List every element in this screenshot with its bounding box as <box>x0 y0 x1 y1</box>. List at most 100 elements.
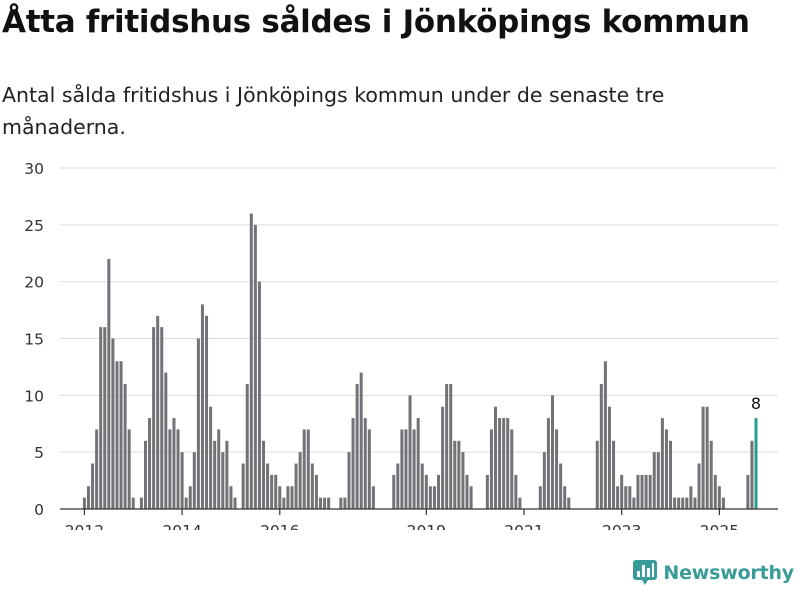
bar <box>559 463 563 509</box>
bar <box>616 486 620 509</box>
bar <box>428 486 432 509</box>
bar <box>253 224 257 509</box>
bar <box>196 338 200 509</box>
bar <box>274 474 278 509</box>
bar <box>262 440 266 509</box>
bar <box>408 395 412 509</box>
bar <box>518 497 522 509</box>
bar <box>502 418 506 509</box>
bar <box>123 383 127 509</box>
bar <box>95 429 99 509</box>
x-tick-label: 2016 <box>260 522 299 530</box>
bar <box>595 440 599 509</box>
bar <box>424 474 428 509</box>
bar <box>542 452 546 509</box>
bar <box>624 486 628 509</box>
bar <box>693 497 697 509</box>
annotations: 8 <box>751 394 761 413</box>
chart-title: Åtta fritidshus såldes i Jönköpings komm… <box>2 4 750 40</box>
bar <box>420 463 424 509</box>
bar <box>152 327 156 509</box>
bar <box>278 486 282 509</box>
bar <box>445 383 449 509</box>
bar <box>404 429 408 509</box>
bar <box>266 463 270 509</box>
bar <box>306 429 310 509</box>
bar <box>233 497 237 509</box>
bar <box>164 372 168 509</box>
bar <box>241 463 245 509</box>
y-tick-label: 10 <box>24 387 44 405</box>
bar <box>681 497 685 509</box>
bar <box>257 281 261 509</box>
bar <box>685 497 689 509</box>
bar <box>205 315 209 509</box>
bar <box>245 383 249 509</box>
bar <box>607 406 611 509</box>
bar <box>310 463 314 509</box>
bar <box>437 474 441 509</box>
latest-value-label: 8 <box>751 394 761 413</box>
bar <box>457 440 461 509</box>
bar <box>148 418 152 509</box>
bar <box>249 213 253 509</box>
bar <box>705 406 709 509</box>
bar <box>318 497 322 509</box>
bar <box>229 486 233 509</box>
bar <box>441 406 445 509</box>
bar <box>632 497 636 509</box>
bar <box>209 406 213 509</box>
bar <box>290 486 294 509</box>
bar <box>656 452 660 509</box>
bar <box>493 406 498 509</box>
bar <box>119 361 123 509</box>
bar <box>677 497 681 509</box>
bar <box>697 463 701 509</box>
bar <box>453 440 457 509</box>
bar <box>371 486 375 509</box>
bar <box>86 486 90 509</box>
bar <box>713 474 717 509</box>
bar <box>664 429 668 509</box>
y-tick-label: 20 <box>24 274 44 292</box>
x-tick-label: 2023 <box>602 522 641 530</box>
bar <box>107 258 111 509</box>
bar <box>563 486 567 509</box>
bar <box>701 406 705 509</box>
bar <box>302 429 306 509</box>
bar <box>314 474 318 509</box>
x-tick-label: 2019 <box>407 522 446 530</box>
chart-subtitle: Antal sålda fritidshus i Jönköpings komm… <box>2 83 665 139</box>
bar <box>139 497 143 509</box>
bar <box>200 304 204 509</box>
bar <box>359 372 363 509</box>
x-tick-label: 2014 <box>162 522 201 530</box>
bar <box>546 418 550 509</box>
y-tick-label: 0 <box>34 501 44 519</box>
bar <box>99 327 103 509</box>
bar <box>416 418 420 509</box>
bar <box>347 452 351 509</box>
bar <box>396 463 400 509</box>
bar <box>168 429 172 509</box>
bar <box>103 327 107 509</box>
y-tick-label: 30 <box>24 160 44 178</box>
bar <box>514 474 518 509</box>
gridlines <box>60 167 778 453</box>
x-tick-label: 2021 <box>504 522 543 530</box>
bar <box>351 418 355 509</box>
brand-name: Newsworthy <box>663 562 794 584</box>
bar <box>648 474 652 509</box>
bar <box>327 497 331 509</box>
bars <box>82 213 758 509</box>
bar <box>363 418 367 509</box>
y-tick-label: 25 <box>24 217 44 235</box>
bar <box>192 452 196 509</box>
bar <box>465 474 469 509</box>
bar <box>612 440 616 509</box>
bar <box>485 474 489 509</box>
y-tick-label: 15 <box>24 331 44 349</box>
bar <box>111 338 115 509</box>
